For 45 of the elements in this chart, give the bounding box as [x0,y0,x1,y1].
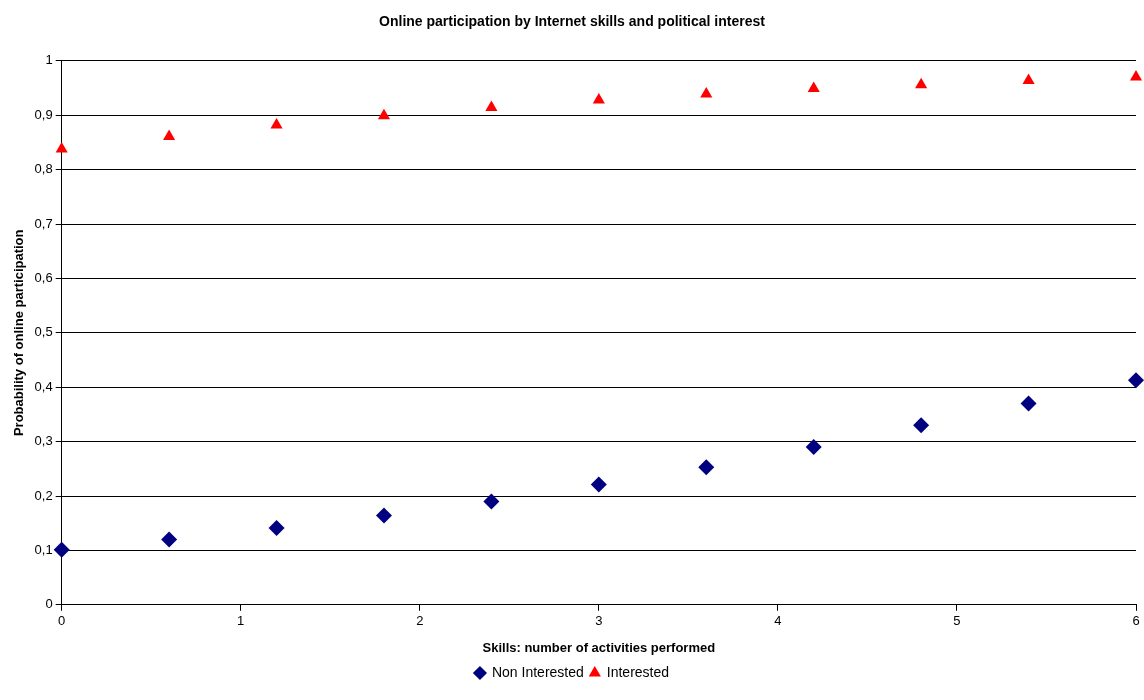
x-tick-label: 2 [416,613,424,629]
point [377,108,391,120]
y-tick-label: 0,1 [34,541,53,557]
x-tick-label: 6 [1132,613,1140,629]
legend-label: Non Interested [491,663,584,680]
point [1128,372,1144,389]
y-tick-label: 0,3 [34,433,53,449]
point [375,507,392,524]
y-tick-label: 0 [45,596,53,612]
chart-title: Online participation by Internet skills and political interest [379,13,766,30]
x-tick-label: 5 [953,613,961,629]
y-tick-label: 0,5 [34,324,53,340]
point [698,459,715,476]
point [913,417,930,434]
x-tick-label: 0 [58,613,66,629]
legend-label: Interested [606,663,670,680]
y-tick-label: 0,6 [34,269,53,285]
y-tick-label: 0,9 [34,106,53,122]
point [485,100,498,112]
point [1022,73,1035,84]
point [1129,70,1143,81]
x-tick-label: 4 [774,613,782,629]
point [270,117,283,129]
y-tick-label: 0,8 [34,161,53,177]
y-tick-label: 1 [45,52,53,68]
point [483,493,500,510]
point [700,86,713,98]
y-tick-label: 0,7 [34,215,53,231]
point [55,141,68,153]
x-tick-label: 1 [237,613,245,629]
x-axis-title: Skills: number of activities performed [482,639,716,655]
x-tick-label: 3 [595,613,603,629]
point [592,92,605,104]
point [161,531,178,548]
point [915,77,928,89]
point [163,129,176,140]
y-axis-title: Probability of online participation [11,229,27,437]
y-tick-label: 0,2 [34,487,53,503]
point [805,439,822,456]
point [590,476,607,493]
point [807,81,820,93]
point [268,520,285,537]
y-tick-label: 0,4 [34,378,53,394]
point [53,541,70,558]
point [1020,395,1037,412]
